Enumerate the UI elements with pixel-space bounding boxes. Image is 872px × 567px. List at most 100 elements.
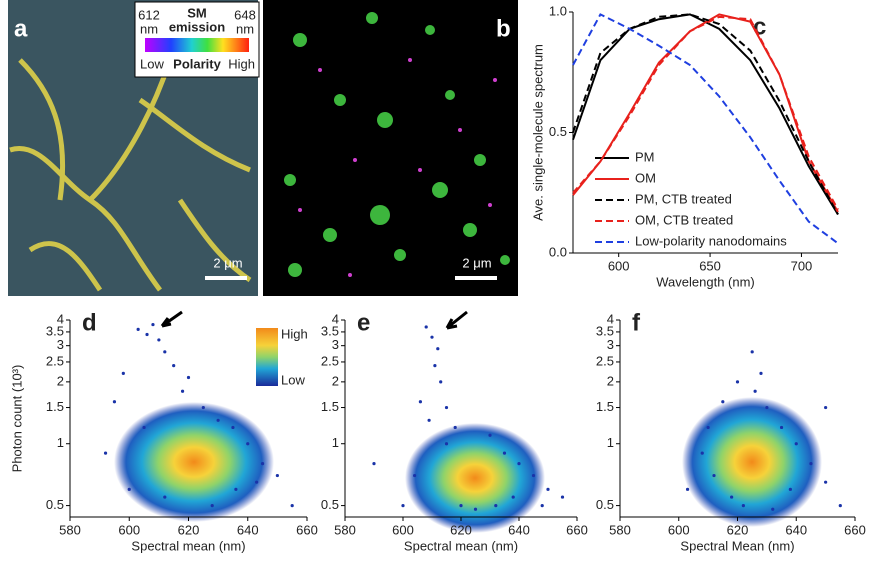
y-tick-label: 4 [607,311,614,326]
y-tick-label: 3.5 [596,323,614,338]
point [735,380,740,384]
point [424,325,428,329]
x-tick-label: 580 [609,522,631,537]
panel-letter: e [357,309,370,336]
point [730,495,734,499]
point [163,350,167,354]
point [201,405,205,410]
point [112,400,117,404]
density [682,397,822,527]
y-tick-label: 3 [57,337,64,352]
y-tick-label: 1.0 [549,3,567,18]
scale-bar-label: 2 μm [462,255,491,270]
point [418,400,422,404]
panel-letter: d [82,309,97,336]
x-tick-label: 600 [118,522,140,537]
x-tick-label: 640 [508,522,530,537]
legend-label: PM [635,149,655,164]
x-tick-label: 660 [844,522,866,537]
point [779,425,784,430]
x-tick-label: 620 [727,522,749,537]
line [572,13,839,215]
point [712,473,716,478]
x-axis-label: Spectral mean (nm) [404,538,518,553]
point [172,363,176,368]
legend-label: PM, CTB treated [635,191,732,206]
point [488,433,492,437]
y-axis-label: Photon count (10³) [9,365,24,473]
colorbar-title: Polarity [173,56,221,71]
panel-letter: f [632,309,641,336]
point [794,442,798,446]
x-tick-label: 700 [791,258,813,273]
point [234,487,238,491]
colorbar-label: Low [140,56,164,71]
point [439,380,443,384]
point [157,338,161,342]
y-tick-label: 3.5 [321,323,339,338]
scale-bar-label: 2 μm [213,255,242,270]
arrow [160,310,183,328]
point [546,487,550,491]
point [145,332,149,337]
image-a: 612 nm SM emission 648 nm Low Polarity H… [8,0,260,296]
point [765,405,769,410]
point [700,451,704,455]
scale-bar [455,276,497,280]
y-tick-label: 4 [332,311,339,326]
colorbar-label: High [281,326,308,341]
point [750,350,754,354]
x-tick-label: 580 [59,522,81,537]
point [706,425,710,430]
legend-label: OM [635,170,656,185]
point [494,503,498,508]
point [531,473,536,478]
point [502,451,507,455]
y-tick-label: 0.0 [549,244,567,259]
point [473,507,478,511]
point [444,442,449,446]
point [453,425,457,430]
density [114,402,274,522]
point [788,487,792,491]
x-tick-label: 600 [668,522,690,537]
point [427,418,431,422]
point [136,327,140,332]
y-tick-label: 3 [332,337,339,352]
panel-letter: b [496,15,511,42]
scale-bar [205,276,247,280]
point [459,503,463,508]
point [216,418,220,422]
point [260,462,265,466]
x-axis-label: Wavelength (nm) [656,274,755,289]
colorbar-label: High [228,56,255,71]
y-axis-label: Ave. single-molecule spectrum [530,44,545,221]
colorbar-label: 648 [234,7,256,22]
legend-label: OM, CTB treated [635,212,733,227]
y-tick-label: 3 [607,337,614,352]
y-tick-label: 2 [607,373,614,388]
point [255,480,259,484]
point [560,495,565,499]
point [275,473,279,478]
point [753,389,757,393]
point [290,503,294,508]
y-tick-label: 2.5 [321,353,339,368]
membrane-texture [9,58,252,292]
point [721,400,725,404]
y-tick-label: 1.5 [46,399,64,414]
spot-texture [284,12,510,277]
point [685,487,690,491]
y-tick-label: 2.5 [596,353,614,368]
point [741,503,745,508]
point [246,442,250,446]
y-tick-label: 1 [332,435,339,450]
image [263,0,518,296]
point [210,503,214,508]
panel-letter: a [14,15,28,42]
y-tick-label: 4 [57,311,64,326]
point [436,347,440,351]
x-tick-label: 660 [296,522,318,537]
line [572,13,839,245]
